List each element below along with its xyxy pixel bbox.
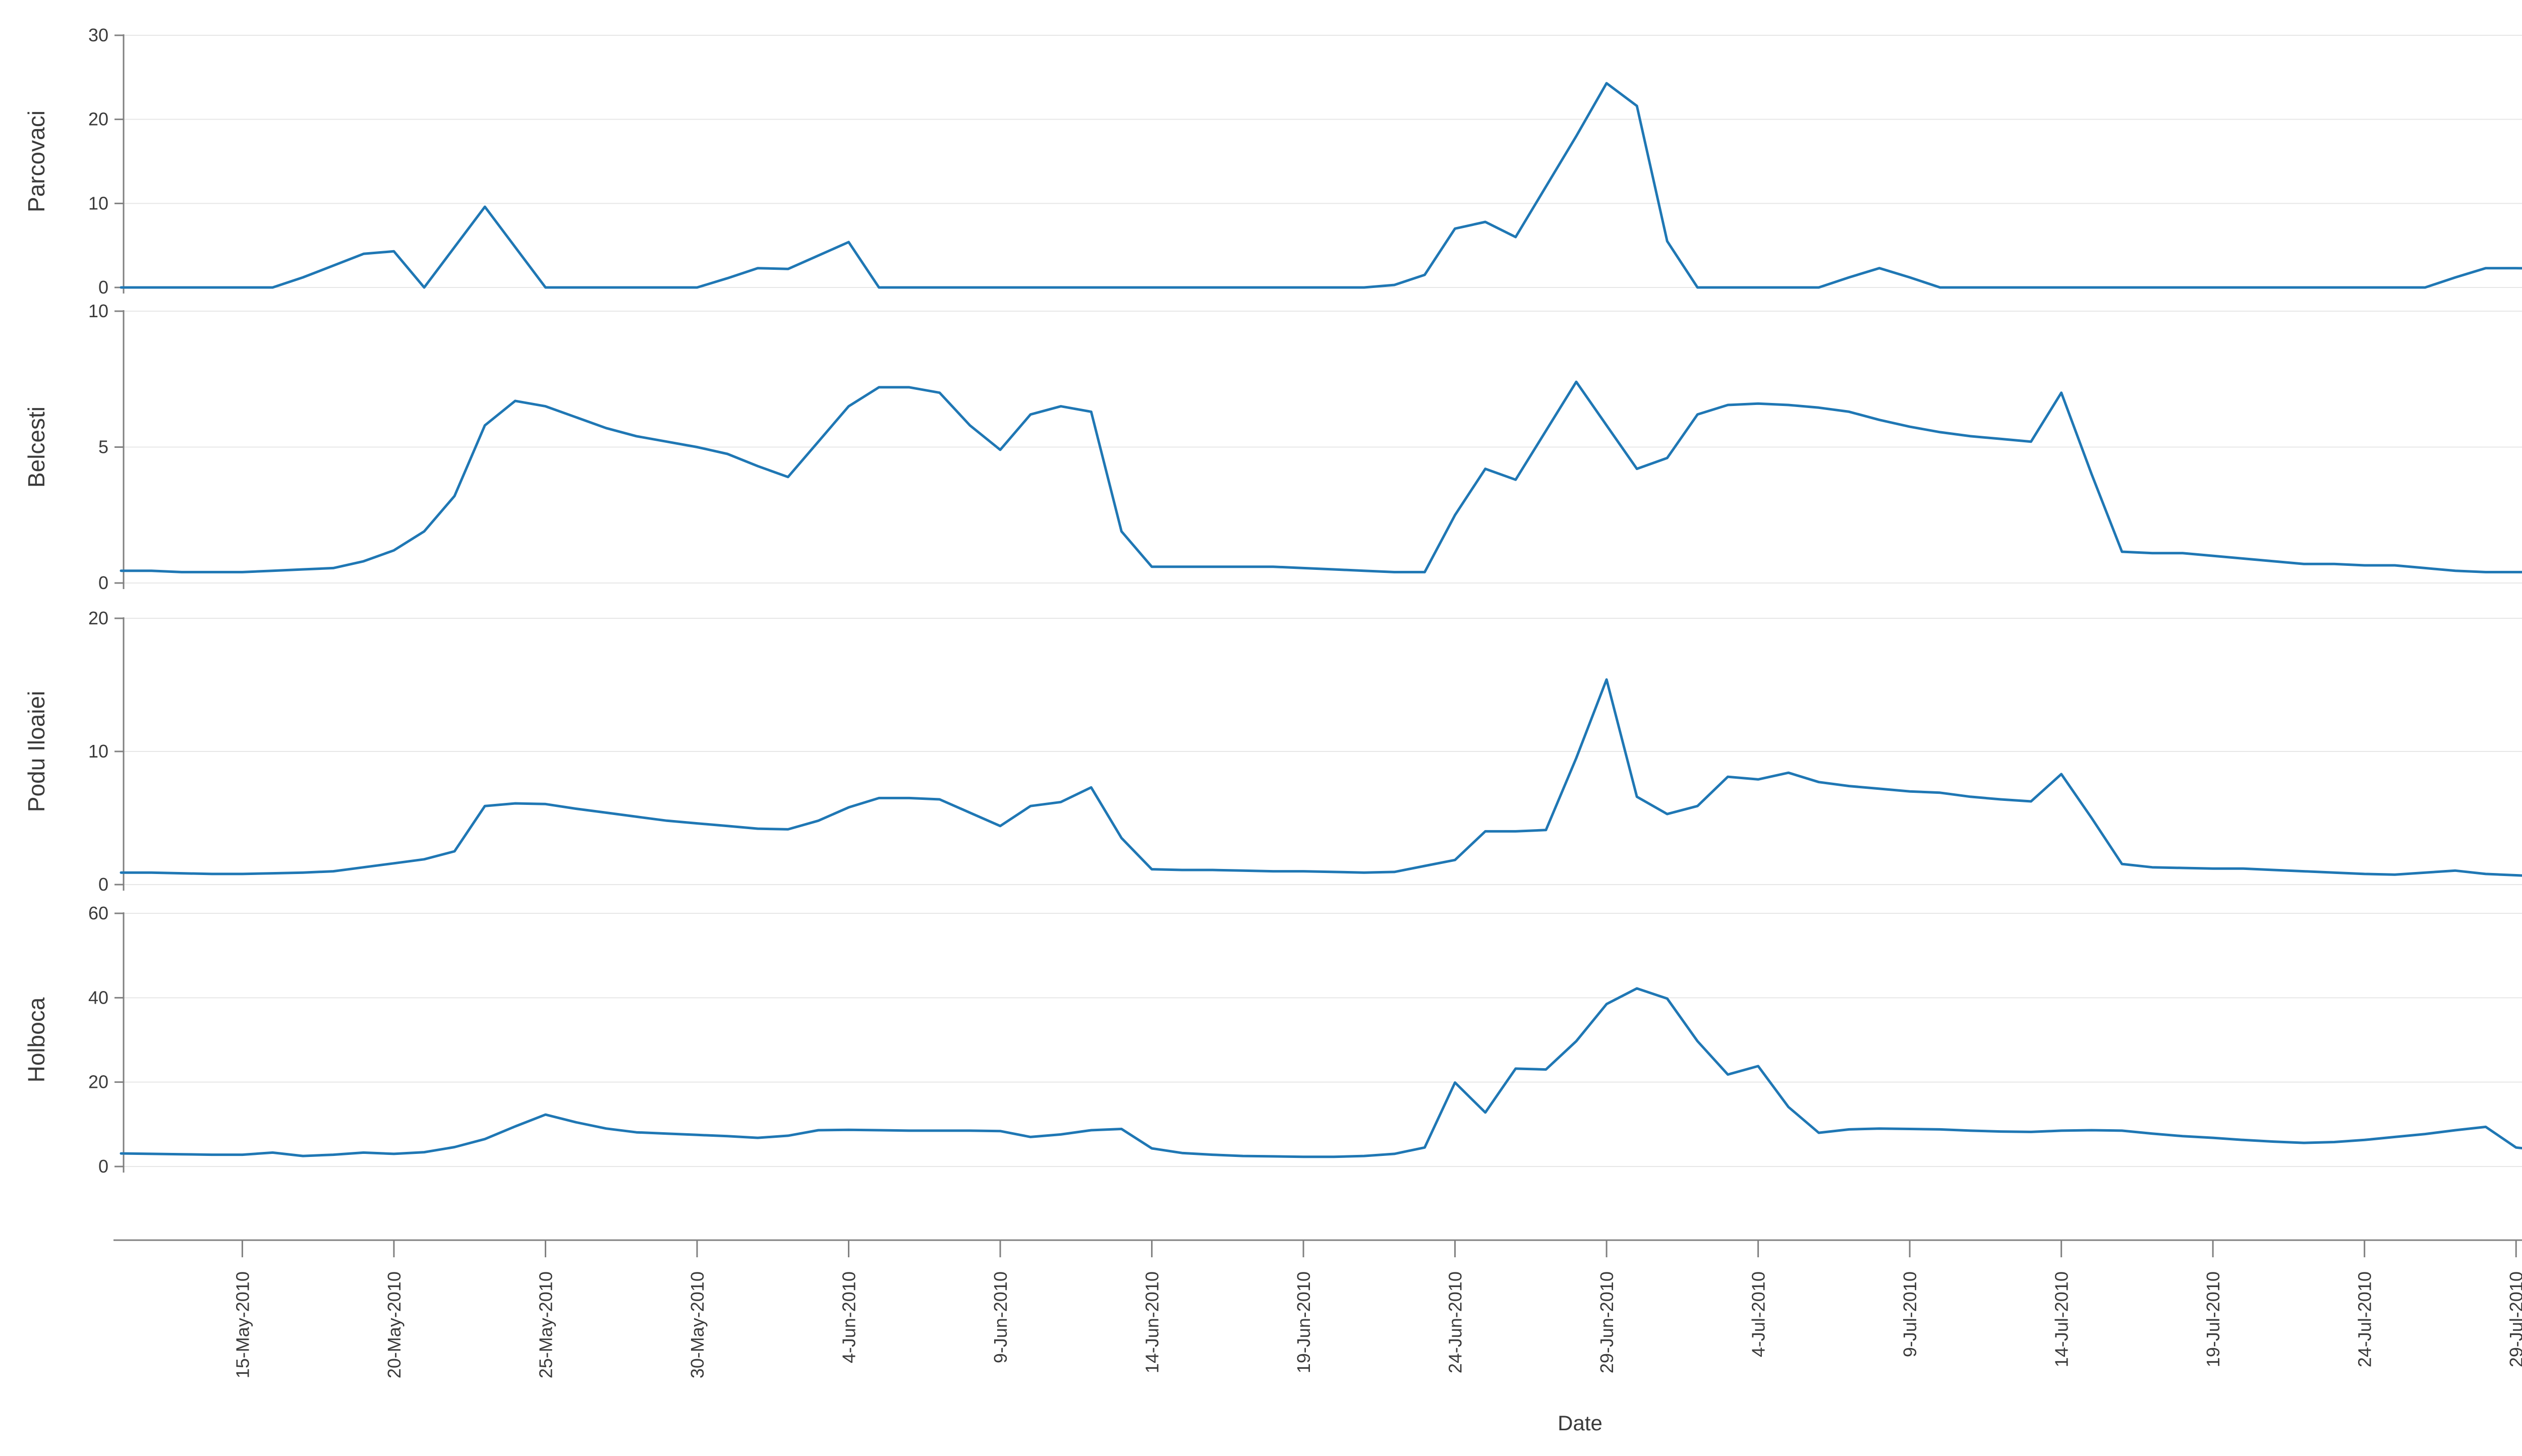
panel-belcesti: 0 5 10 Belcesti bbox=[23, 301, 2522, 593]
x-tick-label: 25-May-2010 bbox=[535, 1271, 556, 1378]
x-tick-label: 20-May-2010 bbox=[384, 1271, 405, 1378]
x-tick-label: 14-Jun-2010 bbox=[1142, 1271, 1163, 1373]
y-tick-label: 20 bbox=[88, 109, 108, 130]
series-line-parcovaci bbox=[120, 82, 2522, 289]
y-tick-label: 20 bbox=[88, 608, 108, 628]
x-tick-label: 9-Jun-2010 bbox=[990, 1271, 1011, 1363]
series-line-podu-iloaiei bbox=[120, 678, 2522, 877]
x-tick-label: 24-Jun-2010 bbox=[1445, 1271, 1466, 1373]
series-line-belcesti bbox=[120, 380, 2522, 573]
panel-title-belcesti: Belcesti bbox=[23, 406, 49, 488]
series-line-holboca bbox=[120, 987, 2522, 1158]
y-tick-label: 5 bbox=[98, 437, 108, 457]
x-tick-label: 9-Jul-2010 bbox=[1900, 1271, 1920, 1357]
y-tick-label: 10 bbox=[88, 301, 108, 321]
x-axis: 15-May-2010 20-May-2010 25-May-2010 30-May-… bbox=[113, 1239, 2522, 1435]
x-tick-label: 30-May-2010 bbox=[687, 1271, 708, 1378]
y-tick-label: 10 bbox=[88, 193, 108, 213]
x-tick-label: 15-May-2010 bbox=[232, 1271, 253, 1378]
x-tick-label: 24-Jul-2010 bbox=[2355, 1271, 2375, 1367]
x-tick-label: 29-Jul-2010 bbox=[2506, 1271, 2522, 1367]
x-tick-label: 14-Jul-2010 bbox=[2051, 1271, 2072, 1367]
x-tick-label: 29-Jun-2010 bbox=[1596, 1271, 1617, 1373]
y-tick-label: 0 bbox=[98, 874, 108, 895]
x-tick-label: 4-Jul-2010 bbox=[1748, 1271, 1769, 1357]
panel-title-podu-iloaiei: Podu Iloaiei bbox=[23, 691, 49, 812]
y-tick-label: 0 bbox=[98, 1156, 108, 1177]
y-tick-label: 10 bbox=[88, 741, 108, 762]
panel-holboca: 0 20 40 60 Holboca bbox=[23, 903, 2522, 1177]
y-tick-label: 0 bbox=[98, 277, 108, 298]
panel-parcovaci: 0 10 20 30 Parcovaci bbox=[23, 25, 2522, 298]
y-tick-label: 40 bbox=[88, 987, 108, 1008]
y-tick-label: 20 bbox=[88, 1072, 108, 1092]
y-tick-label: 0 bbox=[98, 572, 108, 593]
y-tick-label: 30 bbox=[88, 25, 108, 45]
x-axis-title: Date bbox=[1558, 1411, 1602, 1435]
x-tick-label: 19-Jul-2010 bbox=[2203, 1271, 2223, 1367]
x-tick-label: 19-Jun-2010 bbox=[1293, 1271, 1314, 1373]
panel-title-parcovaci: Parcovaci bbox=[23, 110, 49, 212]
panel-podu-iloaiei: 0 10 20 Podu Iloaiei bbox=[23, 608, 2522, 895]
x-tick-label: 4-Jun-2010 bbox=[839, 1271, 859, 1363]
panel-title-holboca: Holboca bbox=[23, 997, 49, 1082]
y-tick-label: 60 bbox=[88, 903, 108, 923]
